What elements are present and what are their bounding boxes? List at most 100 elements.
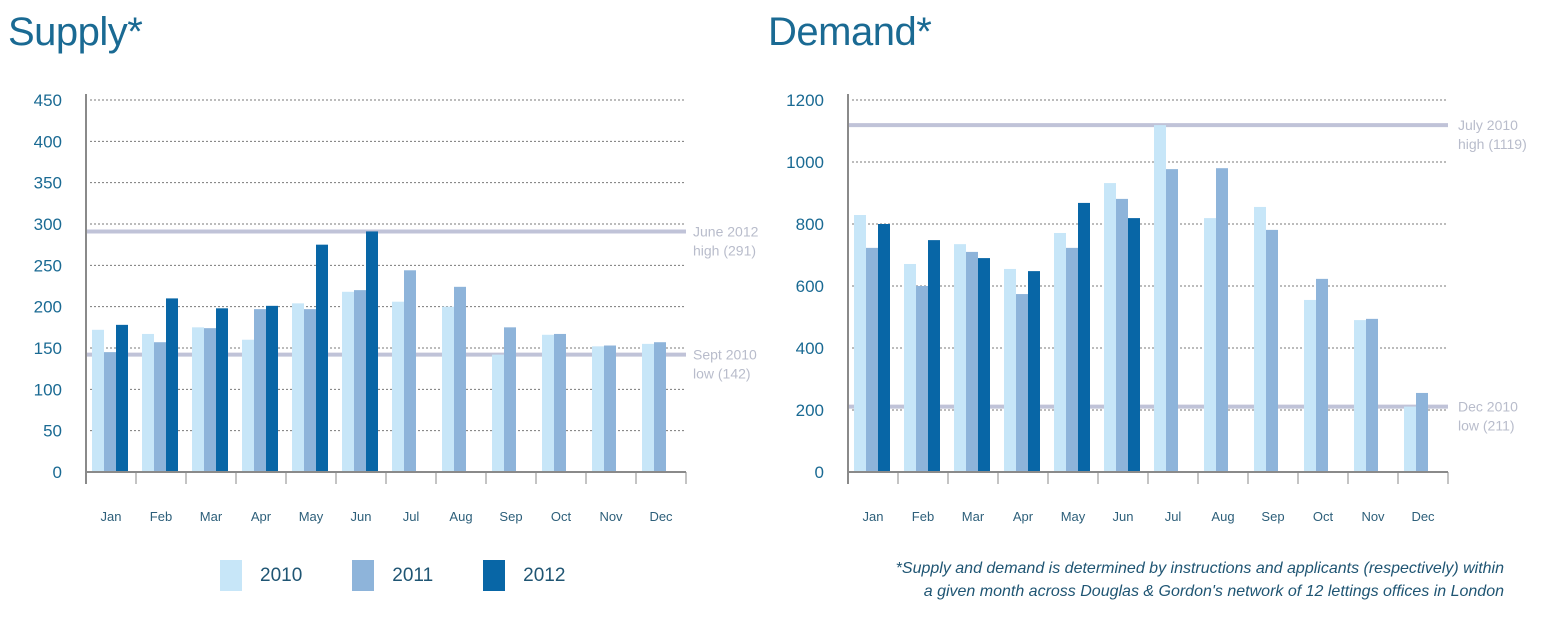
supply-bar-2012-jan [116, 324, 128, 472]
supply-reference-label: low (142) [693, 366, 751, 382]
legend-label-2012: 2012 [523, 564, 566, 586]
demand-bar-2011-sep [1266, 229, 1278, 472]
demand-bar-2011-apr [1016, 294, 1028, 472]
demand-chart-title: Demand* [768, 10, 932, 54]
legend-item-2011: 2011 [352, 560, 433, 591]
supply-bar-2012-mar [216, 308, 228, 472]
supply-bar-2011-apr [254, 309, 266, 472]
supply-x-tick-label: Mar [200, 509, 223, 524]
demand-bar-2010-jul [1154, 125, 1166, 473]
supply-bar-2011-may [304, 309, 316, 472]
demand-y-tick-label: 600 [796, 277, 824, 296]
demand-bar-2010-mar [954, 244, 966, 472]
demand-x-tick-label: Oct [1313, 509, 1334, 524]
demand-y-tick-label: 0 [815, 463, 824, 482]
demand-bar-2012-apr [1028, 271, 1040, 472]
supply-y-tick-label: 300 [34, 215, 62, 234]
supply-bar-2012-may [316, 244, 328, 472]
supply-y-tick-label: 150 [34, 339, 62, 358]
supply-y-tick-label: 350 [34, 174, 62, 193]
supply-bar-2011-feb [154, 342, 166, 472]
supply-x-tick-label: Dec [649, 509, 673, 524]
supply-bar-2010-jun [342, 291, 354, 472]
demand-bar-2011-mar [966, 251, 978, 472]
demand-y-tick-label: 1000 [786, 153, 824, 172]
supply-reference-label: Sept 2010 [693, 347, 757, 363]
supply-bar-2012-jun [366, 231, 378, 472]
legend-swatch-2010 [220, 560, 242, 591]
demand-bar-2012-may [1078, 202, 1090, 473]
demand-x-tick-label: May [1061, 509, 1086, 524]
supply-bar-2010-may [292, 303, 304, 472]
legend: 2010 2011 2012 [220, 560, 615, 591]
demand-bar-2010-jun [1104, 183, 1116, 472]
supply-bar-2011-aug [454, 286, 466, 472]
demand-bar-2011-jan [866, 247, 878, 472]
supply-bar-2010-sep [492, 354, 504, 472]
supply-bar-2011-sep [504, 327, 516, 472]
supply-y-tick-label: 450 [34, 91, 62, 110]
supply-bar-2012-feb [166, 298, 178, 472]
supply-bar-2010-mar [192, 327, 204, 472]
demand-x-tick-label: Dec [1411, 509, 1435, 524]
demand-x-tick-label: Mar [962, 509, 985, 524]
supply-bar-2011-oct [554, 333, 566, 472]
supply-bar-2010-jul [392, 301, 404, 472]
demand-bar-2011-jun [1116, 198, 1128, 472]
supply-x-tick-label: Feb [150, 509, 172, 524]
demand-x-tick-label: Apr [1013, 509, 1034, 524]
supply-bar-2011-jul [404, 270, 416, 472]
demand-reference-label: Dec 2010 [1458, 399, 1518, 415]
demand-bar-2010-sep [1254, 206, 1266, 472]
supply-x-tick-label: Jan [101, 509, 122, 524]
supply-bar-2011-mar [204, 328, 216, 472]
demand-y-tick-label: 200 [796, 401, 824, 420]
supply-y-tick-label: 200 [34, 298, 62, 317]
demand-reference-label: low (211) [1458, 418, 1515, 434]
footnote-line-1: *Supply and demand is determined by inst… [895, 560, 1504, 577]
supply-bar-2011-nov [604, 345, 616, 472]
supply-bar-2012-apr [266, 305, 278, 472]
demand-y-tick-label: 800 [796, 215, 824, 234]
supply-x-tick-label: Jul [403, 509, 420, 524]
demand-bar-2011-nov [1366, 318, 1378, 472]
footnote-line-2: a given month across Douglas & Gordon's … [923, 583, 1504, 600]
supply-y-tick-label: 100 [34, 380, 62, 399]
supply-y-tick-label: 50 [43, 422, 62, 441]
demand-bar-2012-mar [978, 258, 990, 472]
supply-y-tick-label: 400 [34, 132, 62, 151]
supply-reference-label: high (291) [693, 242, 756, 258]
legend-label-2010: 2010 [260, 564, 303, 586]
demand-x-tick-label: Sep [1261, 509, 1284, 524]
supply-x-tick-label: Jun [351, 509, 372, 524]
demand-bar-2011-jul [1166, 169, 1178, 472]
supply-x-tick-label: Aug [449, 509, 472, 524]
demand-x-tick-label: Jul [1165, 509, 1182, 524]
legend-item-2010: 2010 [220, 560, 302, 591]
demand-bar-2012-jan [878, 224, 890, 472]
demand-bar-2011-dec [1416, 392, 1428, 472]
legend-item-2012: 2012 [483, 560, 565, 591]
demand-y-tick-label: 400 [796, 339, 824, 358]
demand-bar-2012-jun [1128, 218, 1140, 472]
demand-reference-label: high (1119) [1458, 136, 1527, 152]
demand-bar-2010-aug [1204, 218, 1216, 472]
supply-bar-2011-jan [104, 352, 116, 472]
supply-x-tick-label: Apr [251, 509, 272, 524]
demand-bar-2010-apr [1004, 268, 1016, 472]
supply-bar-2011-jun [354, 290, 366, 472]
supply-y-tick-label: 250 [34, 256, 62, 275]
demand-x-tick-label: Aug [1211, 509, 1234, 524]
supply-bar-2011-dec [654, 342, 666, 472]
supply-bar-2010-nov [592, 346, 604, 472]
demand-x-tick-label: Jan [863, 509, 884, 524]
supply-reference-label: June 2012 [693, 223, 759, 239]
supply-x-tick-label: Sep [499, 509, 522, 524]
demand-x-tick-label: Jun [1113, 509, 1134, 524]
supply-x-tick-label: Oct [551, 509, 572, 524]
demand-bar-2011-oct [1316, 278, 1328, 472]
supply-y-tick-label: 0 [53, 463, 62, 482]
demand-bar-2012-feb [928, 240, 940, 472]
demand-bar-2010-oct [1304, 299, 1316, 472]
